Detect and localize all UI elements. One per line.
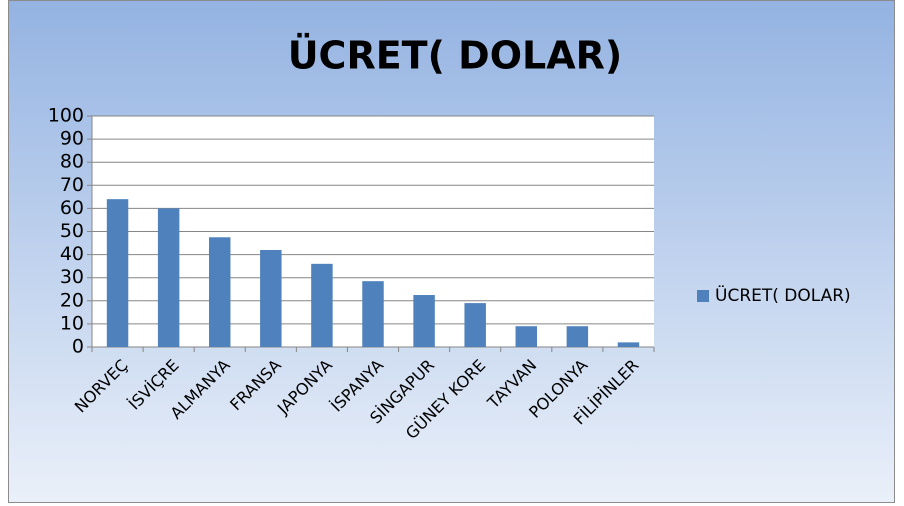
y-tick-label: 70 [60,174,84,196]
y-tick-label: 10 [60,312,84,334]
bar [413,295,435,347]
bar [566,326,589,347]
y-tick-label: 90 [60,128,84,150]
y-tick-label: 50 [60,220,84,242]
bar [617,342,640,347]
y-tick-label: 0 [72,336,84,358]
bar [362,281,384,347]
bar [464,303,486,347]
bar [311,263,333,347]
bar [106,199,129,347]
legend-swatch [697,290,709,302]
y-tick-label: 40 [60,243,84,265]
chart-title: ÜCRET( DOLAR) [288,34,623,78]
bar [208,237,231,347]
legend-label: ÜCRET( DOLAR) [715,284,851,306]
bar [515,326,538,347]
y-tick-label: 30 [60,266,84,288]
y-tick-label: 60 [60,197,84,219]
y-tick-label: 100 [48,105,84,127]
bar [157,208,180,347]
y-tick-label: 80 [60,151,84,173]
bar [260,249,282,347]
y-tick-label: 20 [60,289,84,311]
